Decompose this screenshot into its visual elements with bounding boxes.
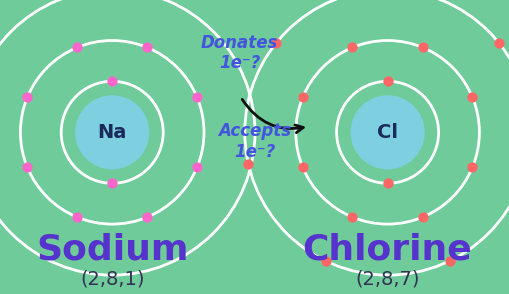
Point	[348, 215, 356, 219]
Point	[23, 95, 32, 100]
Point	[298, 165, 306, 170]
Ellipse shape	[351, 97, 422, 168]
Point	[383, 79, 391, 84]
Point	[244, 162, 252, 166]
Ellipse shape	[76, 97, 148, 168]
Point	[73, 45, 81, 50]
Text: Donates
1e⁻?: Donates 1e⁻?	[201, 34, 278, 72]
Point	[383, 181, 391, 186]
Point	[192, 95, 201, 100]
Point	[108, 181, 116, 186]
Point	[494, 41, 502, 46]
Text: Sodium: Sodium	[36, 233, 188, 267]
Text: Accepts
1e⁻?: Accepts 1e⁻?	[218, 122, 291, 161]
Point	[321, 259, 329, 263]
Text: (2,8,7): (2,8,7)	[355, 270, 419, 289]
Point	[444, 259, 453, 263]
Text: Na: Na	[97, 123, 127, 142]
Text: Chlorine: Chlorine	[302, 233, 471, 267]
FancyArrowPatch shape	[242, 99, 303, 133]
Point	[143, 215, 151, 219]
Point	[73, 215, 81, 219]
Point	[23, 165, 32, 170]
Point	[418, 45, 426, 50]
Point	[298, 95, 306, 100]
Point	[143, 45, 151, 50]
Point	[348, 45, 356, 50]
Point	[108, 79, 116, 84]
Point	[192, 165, 201, 170]
Text: Cl: Cl	[376, 123, 398, 142]
Point	[271, 41, 279, 46]
Point	[467, 165, 475, 170]
Point	[418, 215, 426, 219]
Point	[467, 95, 475, 100]
Text: (2,8,1): (2,8,1)	[80, 270, 144, 289]
